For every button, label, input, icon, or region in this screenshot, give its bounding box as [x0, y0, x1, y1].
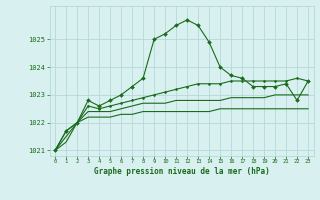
X-axis label: Graphe pression niveau de la mer (hPa): Graphe pression niveau de la mer (hPa): [94, 167, 269, 176]
